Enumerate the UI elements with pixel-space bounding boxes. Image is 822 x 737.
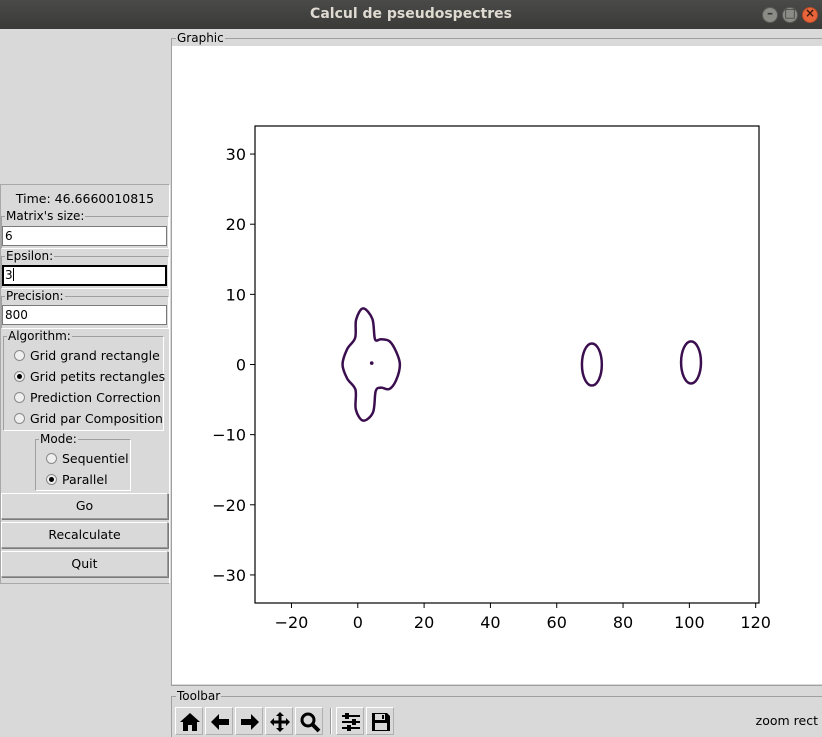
x-tick-label: 80 [613, 613, 633, 632]
contour-point [369, 361, 374, 365]
x-tick-label: 120 [740, 613, 771, 632]
subplots-config-icon [342, 713, 360, 731]
y-tick-label: −30 [212, 566, 246, 585]
radio-grid-petits-rectangles[interactable]: Grid petits rectangles [14, 369, 165, 384]
home-button[interactable] [175, 707, 203, 735]
y-tick-label: −10 [212, 426, 246, 445]
maximize-button[interactable]: □ [782, 6, 798, 23]
x-tick-label: −20 [275, 613, 309, 632]
radio-label: Sequentiel [62, 451, 129, 466]
zoom-icon [300, 712, 321, 733]
epsilon-value: 3 [5, 268, 13, 282]
radio-label: Parallel [62, 472, 108, 487]
precision-legend: Precision: [6, 289, 64, 303]
save-icon [372, 713, 390, 731]
x-tick-label: 0 [353, 613, 363, 632]
matrix-size-group: Matrix's size: [1, 209, 169, 249]
epsilon-input[interactable]: 3 [2, 265, 167, 286]
toolbar-status: zoom rect [755, 713, 818, 728]
matrix-size-legend: Matrix's size: [6, 209, 85, 223]
radio-indicator [46, 453, 57, 464]
radio-label: Grid par Composition [30, 411, 163, 426]
y-tick-label: 20 [226, 215, 246, 234]
pan-icon [270, 712, 290, 732]
radio-indicator-selected [46, 474, 57, 485]
radio-indicator [14, 392, 25, 403]
algorithm-group: Algorithm: [3, 329, 164, 431]
plot-canvas[interactable]: −20 0 20 40 60 80 100 120 30 20 10 0 −10 −20 −30 [172, 46, 822, 684]
mode-group: Mode: [35, 432, 131, 491]
minimize-icon: – [767, 6, 773, 20]
time-label: Time: 46.6660010815 [15, 191, 155, 206]
close-icon: × [804, 6, 816, 20]
maximize-icon: □ [784, 6, 796, 20]
zoom-button[interactable] [295, 707, 323, 735]
y-tick-label: 0 [236, 356, 246, 375]
y-tick-label: 10 [226, 285, 246, 304]
radio-indicator [14, 413, 25, 424]
go-button[interactable]: Go [1, 493, 168, 519]
precision-input[interactable]: 800 [2, 305, 167, 325]
mode-legend: Mode: [40, 432, 77, 446]
graphic-frame [171, 38, 822, 686]
save-button[interactable] [366, 707, 394, 735]
title-bar[interactable]: Calcul de pseudospectres – □ × [0, 0, 822, 29]
graphic-legend: Graphic [176, 31, 225, 45]
toolbar-separator [330, 708, 332, 734]
precision-group: Precision: [1, 289, 169, 329]
control-panel [0, 184, 170, 584]
recalculate-button[interactable]: Recalculate [1, 522, 168, 548]
x-tick-label: 40 [480, 613, 500, 632]
radio-prediction-correction[interactable]: Prediction Correction [14, 390, 161, 405]
window-title: Calcul de pseudospectres [310, 6, 512, 22]
text-cursor [12, 268, 14, 281]
forward-arrow-icon [241, 714, 259, 730]
contour-lobed [341, 307, 402, 422]
radio-label: Prediction Correction [30, 390, 161, 405]
matrix-size-input[interactable]: 6 [2, 226, 167, 246]
contour-ellipse [679, 340, 703, 385]
pan-button[interactable] [265, 707, 293, 735]
forward-button[interactable] [235, 707, 263, 735]
epsilon-group: Epsilon: [1, 249, 169, 289]
x-tick-label: 20 [414, 613, 434, 632]
back-arrow-icon [211, 714, 229, 730]
radio-indicator-selected [14, 371, 25, 382]
close-button[interactable]: × [802, 6, 818, 23]
x-tick-label: 100 [674, 613, 705, 632]
radio-grid-par-composition[interactable]: Grid par Composition [14, 411, 163, 426]
radio-indicator [14, 350, 25, 361]
subplots-config-button[interactable] [336, 707, 364, 735]
minimize-button[interactable]: – [762, 6, 778, 23]
y-tick-label: 30 [226, 145, 246, 164]
radio-grid-grand-rectangle[interactable]: Grid grand rectangle [14, 348, 160, 363]
back-button[interactable] [205, 707, 233, 735]
x-tick-label: 60 [547, 613, 567, 632]
radio-sequentiel[interactable]: Sequentiel [46, 451, 129, 466]
epsilon-legend: Epsilon: [6, 249, 54, 263]
contour-ellipse [580, 342, 604, 387]
plot-axes-frame [254, 125, 760, 604]
algorithm-legend: Algorithm: [8, 329, 71, 343]
toolbar-legend: Toolbar [176, 689, 222, 703]
radio-parallel[interactable]: Parallel [46, 472, 108, 487]
y-tick-label: −20 [212, 496, 246, 515]
toolbar-frame [171, 696, 822, 737]
quit-button[interactable]: Quit [1, 551, 168, 577]
radio-label: Grid grand rectangle [30, 348, 160, 363]
radio-label: Grid petits rectangles [30, 369, 166, 384]
home-icon [180, 713, 200, 731]
